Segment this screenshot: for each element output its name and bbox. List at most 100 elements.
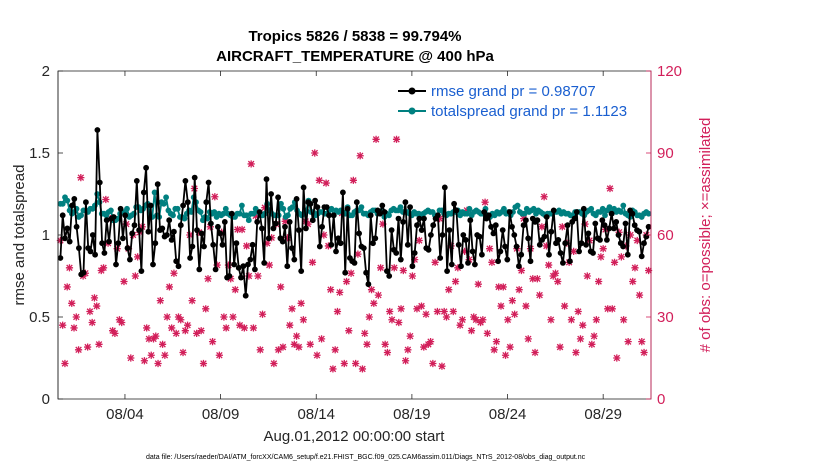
rmse-point	[168, 237, 175, 243]
rmse-point	[560, 260, 566, 266]
rmse-point	[312, 197, 318, 204]
rmse-point	[259, 225, 265, 232]
rmse-point	[597, 237, 603, 243]
obs-marker	[84, 343, 92, 351]
obs-marker	[170, 269, 178, 277]
rmse-point	[395, 215, 402, 222]
spread-point	[602, 212, 608, 219]
obs-marker	[560, 302, 569, 310]
rmse-point	[136, 227, 143, 234]
rmse-point	[492, 222, 499, 229]
rmse-point	[184, 199, 191, 206]
obs-marker	[570, 247, 578, 255]
obs-marker	[579, 321, 587, 329]
rmse-point	[585, 230, 592, 237]
rmse-point	[458, 263, 464, 270]
rmse-point	[240, 263, 247, 270]
obs-marker	[154, 359, 162, 368]
x-tick-label: 08/24	[489, 406, 527, 423]
obs-marker	[329, 365, 337, 373]
rmse-point	[400, 219, 406, 225]
rmse-point	[115, 240, 122, 247]
rmse-point	[418, 227, 425, 234]
obs-marker	[95, 340, 103, 348]
obs-marker	[440, 307, 448, 316]
rmse-point	[409, 263, 416, 270]
obs-marker	[290, 340, 298, 348]
y2-tick-label: 30	[657, 309, 674, 326]
obs-marker	[233, 225, 242, 234]
obs-marker	[458, 316, 466, 324]
rmse-point	[365, 281, 372, 288]
rmse-point	[342, 269, 349, 276]
plot-area	[56, 70, 653, 400]
rmse-point	[497, 248, 504, 255]
rmse-point	[550, 207, 557, 214]
rmse-point	[59, 212, 66, 219]
obs-marker	[429, 359, 437, 368]
rmse-point	[523, 217, 529, 224]
obs-marker	[515, 286, 523, 294]
obs-marker	[542, 242, 551, 250]
obs-marker	[547, 316, 555, 324]
obs-marker	[426, 338, 435, 346]
rmse-point	[448, 261, 455, 268]
rmse-point	[268, 191, 274, 197]
obs-markers	[56, 135, 653, 373]
obs-marker	[204, 275, 212, 283]
legend-rmse-marker	[408, 87, 416, 95]
obs-marker	[247, 160, 255, 168]
obs-marker	[531, 348, 539, 357]
spread-point	[620, 202, 627, 209]
obs-marker	[168, 324, 176, 332]
obs-marker	[340, 359, 348, 368]
rmse-point	[177, 222, 184, 229]
obs-marker	[420, 343, 428, 351]
obs-marker	[315, 176, 323, 184]
obs-marker	[638, 338, 646, 346]
rmse-point	[159, 225, 166, 232]
rmse-point	[226, 273, 233, 279]
x-tick-label: 08/04	[106, 406, 144, 423]
obs-marker	[295, 343, 303, 351]
rmse-point	[437, 255, 444, 261]
rmse-point	[337, 240, 344, 247]
rmse-point	[465, 260, 471, 266]
obs-marker	[249, 324, 258, 332]
obs-marker	[156, 297, 164, 305]
spread-point	[245, 217, 252, 224]
obs-marker	[347, 269, 355, 277]
spread-point	[170, 212, 176, 219]
obs-marker	[524, 335, 532, 343]
obs-marker	[556, 343, 564, 351]
obs-marker	[288, 305, 296, 313]
rmse-point	[562, 240, 569, 247]
obs-marker	[379, 220, 387, 228]
spread-point	[124, 205, 130, 212]
spread-point	[514, 202, 521, 209]
spread-point	[464, 210, 470, 217]
spread-point	[94, 191, 101, 197]
rmse-point	[124, 245, 131, 252]
rmse-point	[571, 215, 578, 222]
rmse-point	[469, 248, 476, 255]
obs-marker	[433, 307, 441, 316]
legend-box	[392, 78, 651, 123]
rmse-point	[555, 237, 562, 243]
obs-marker	[61, 359, 69, 368]
obs-marker	[306, 340, 314, 348]
obs-marker	[206, 223, 214, 231]
rmse-point	[122, 212, 129, 219]
obs-marker	[390, 264, 398, 272]
rmse-point	[152, 240, 159, 247]
obs-marker	[535, 291, 544, 299]
obs-marker	[222, 324, 230, 332]
rmse-point	[117, 205, 124, 212]
obs-marker	[645, 266, 653, 275]
rmse-point	[298, 268, 305, 274]
obs-marker	[415, 236, 423, 245]
rmse-point	[235, 264, 242, 271]
rmse-point	[455, 241, 462, 248]
obs-marker	[383, 348, 392, 357]
rmse-point	[576, 248, 582, 255]
